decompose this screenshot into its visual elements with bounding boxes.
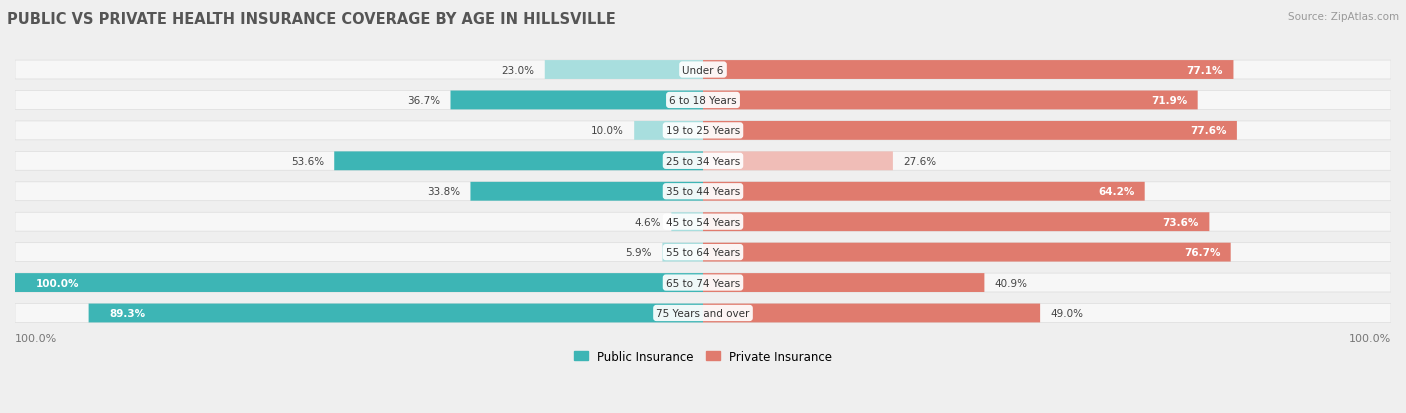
Text: 73.6%: 73.6% — [1163, 217, 1199, 227]
Text: 71.9%: 71.9% — [1152, 96, 1187, 106]
Text: Source: ZipAtlas.com: Source: ZipAtlas.com — [1288, 12, 1399, 22]
Text: 25 to 34 Years: 25 to 34 Years — [666, 157, 740, 166]
FancyBboxPatch shape — [15, 61, 1391, 80]
FancyBboxPatch shape — [703, 183, 1144, 201]
FancyBboxPatch shape — [89, 304, 703, 323]
FancyBboxPatch shape — [471, 183, 703, 201]
Text: 6 to 18 Years: 6 to 18 Years — [669, 96, 737, 106]
FancyBboxPatch shape — [15, 183, 1391, 201]
FancyBboxPatch shape — [450, 91, 703, 110]
FancyBboxPatch shape — [703, 273, 984, 292]
Text: 33.8%: 33.8% — [427, 187, 460, 197]
Text: 65 to 74 Years: 65 to 74 Years — [666, 278, 740, 288]
FancyBboxPatch shape — [703, 304, 1040, 323]
FancyBboxPatch shape — [703, 61, 1233, 80]
FancyBboxPatch shape — [335, 152, 703, 171]
Text: PUBLIC VS PRIVATE HEALTH INSURANCE COVERAGE BY AGE IN HILLSVILLE: PUBLIC VS PRIVATE HEALTH INSURANCE COVER… — [7, 12, 616, 27]
Text: 100.0%: 100.0% — [15, 333, 58, 343]
FancyBboxPatch shape — [703, 243, 1230, 262]
FancyBboxPatch shape — [634, 122, 703, 140]
Text: 49.0%: 49.0% — [1050, 308, 1084, 318]
Text: 53.6%: 53.6% — [291, 157, 323, 166]
FancyBboxPatch shape — [15, 243, 1391, 262]
FancyBboxPatch shape — [15, 152, 1391, 171]
Text: 64.2%: 64.2% — [1098, 187, 1135, 197]
Text: 77.1%: 77.1% — [1187, 65, 1223, 75]
Text: 36.7%: 36.7% — [408, 96, 440, 106]
Text: 45 to 54 Years: 45 to 54 Years — [666, 217, 740, 227]
Text: 35 to 44 Years: 35 to 44 Years — [666, 187, 740, 197]
Text: 23.0%: 23.0% — [502, 65, 534, 75]
Text: 89.3%: 89.3% — [110, 308, 145, 318]
Text: 100.0%: 100.0% — [1348, 333, 1391, 343]
Text: 27.6%: 27.6% — [903, 157, 936, 166]
FancyBboxPatch shape — [703, 91, 1198, 110]
Text: Under 6: Under 6 — [682, 65, 724, 75]
Text: 10.0%: 10.0% — [591, 126, 624, 136]
FancyBboxPatch shape — [662, 243, 703, 262]
Text: 19 to 25 Years: 19 to 25 Years — [666, 126, 740, 136]
FancyBboxPatch shape — [15, 273, 703, 292]
FancyBboxPatch shape — [15, 122, 1391, 140]
FancyBboxPatch shape — [703, 213, 1209, 232]
FancyBboxPatch shape — [15, 304, 1391, 323]
FancyBboxPatch shape — [15, 273, 1391, 292]
Text: 4.6%: 4.6% — [634, 217, 661, 227]
Text: 76.7%: 76.7% — [1184, 247, 1220, 257]
FancyBboxPatch shape — [671, 213, 703, 232]
FancyBboxPatch shape — [15, 91, 1391, 110]
FancyBboxPatch shape — [703, 122, 1237, 140]
Text: 75 Years and over: 75 Years and over — [657, 308, 749, 318]
FancyBboxPatch shape — [15, 213, 1391, 232]
Text: 40.9%: 40.9% — [994, 278, 1028, 288]
FancyBboxPatch shape — [703, 152, 893, 171]
Text: 55 to 64 Years: 55 to 64 Years — [666, 247, 740, 257]
Text: 100.0%: 100.0% — [35, 278, 79, 288]
Text: 5.9%: 5.9% — [626, 247, 652, 257]
FancyBboxPatch shape — [544, 61, 703, 80]
Legend: Public Insurance, Private Insurance: Public Insurance, Private Insurance — [569, 345, 837, 368]
Text: 77.6%: 77.6% — [1189, 126, 1226, 136]
